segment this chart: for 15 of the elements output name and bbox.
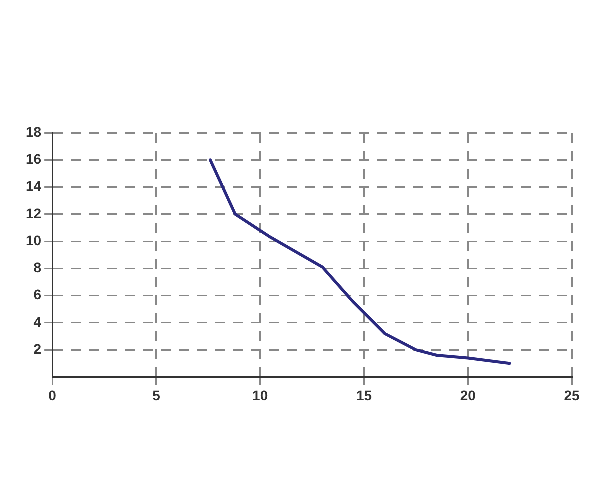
x-tick-label: 15 — [356, 387, 372, 404]
y-tick-label: 6 — [34, 286, 42, 303]
y-tick-label: 18 — [26, 124, 42, 140]
x-tick-label: 20 — [460, 387, 476, 404]
y-tick-label: 4 — [34, 314, 42, 330]
y-tick-label: 12 — [26, 205, 42, 222]
y-tick-label: 2 — [34, 340, 42, 357]
y-tick-label: 10 — [26, 232, 42, 248]
x-tick-label: 10 — [252, 387, 268, 404]
y-tick-label: 14 — [26, 178, 42, 194]
y-tick-label: 8 — [34, 260, 42, 276]
y-tick-label: 16 — [26, 150, 42, 167]
x-tick-label: 5 — [152, 387, 161, 404]
x-tick-label: 25 — [564, 387, 580, 404]
x-tick-label: 0 — [48, 387, 57, 404]
